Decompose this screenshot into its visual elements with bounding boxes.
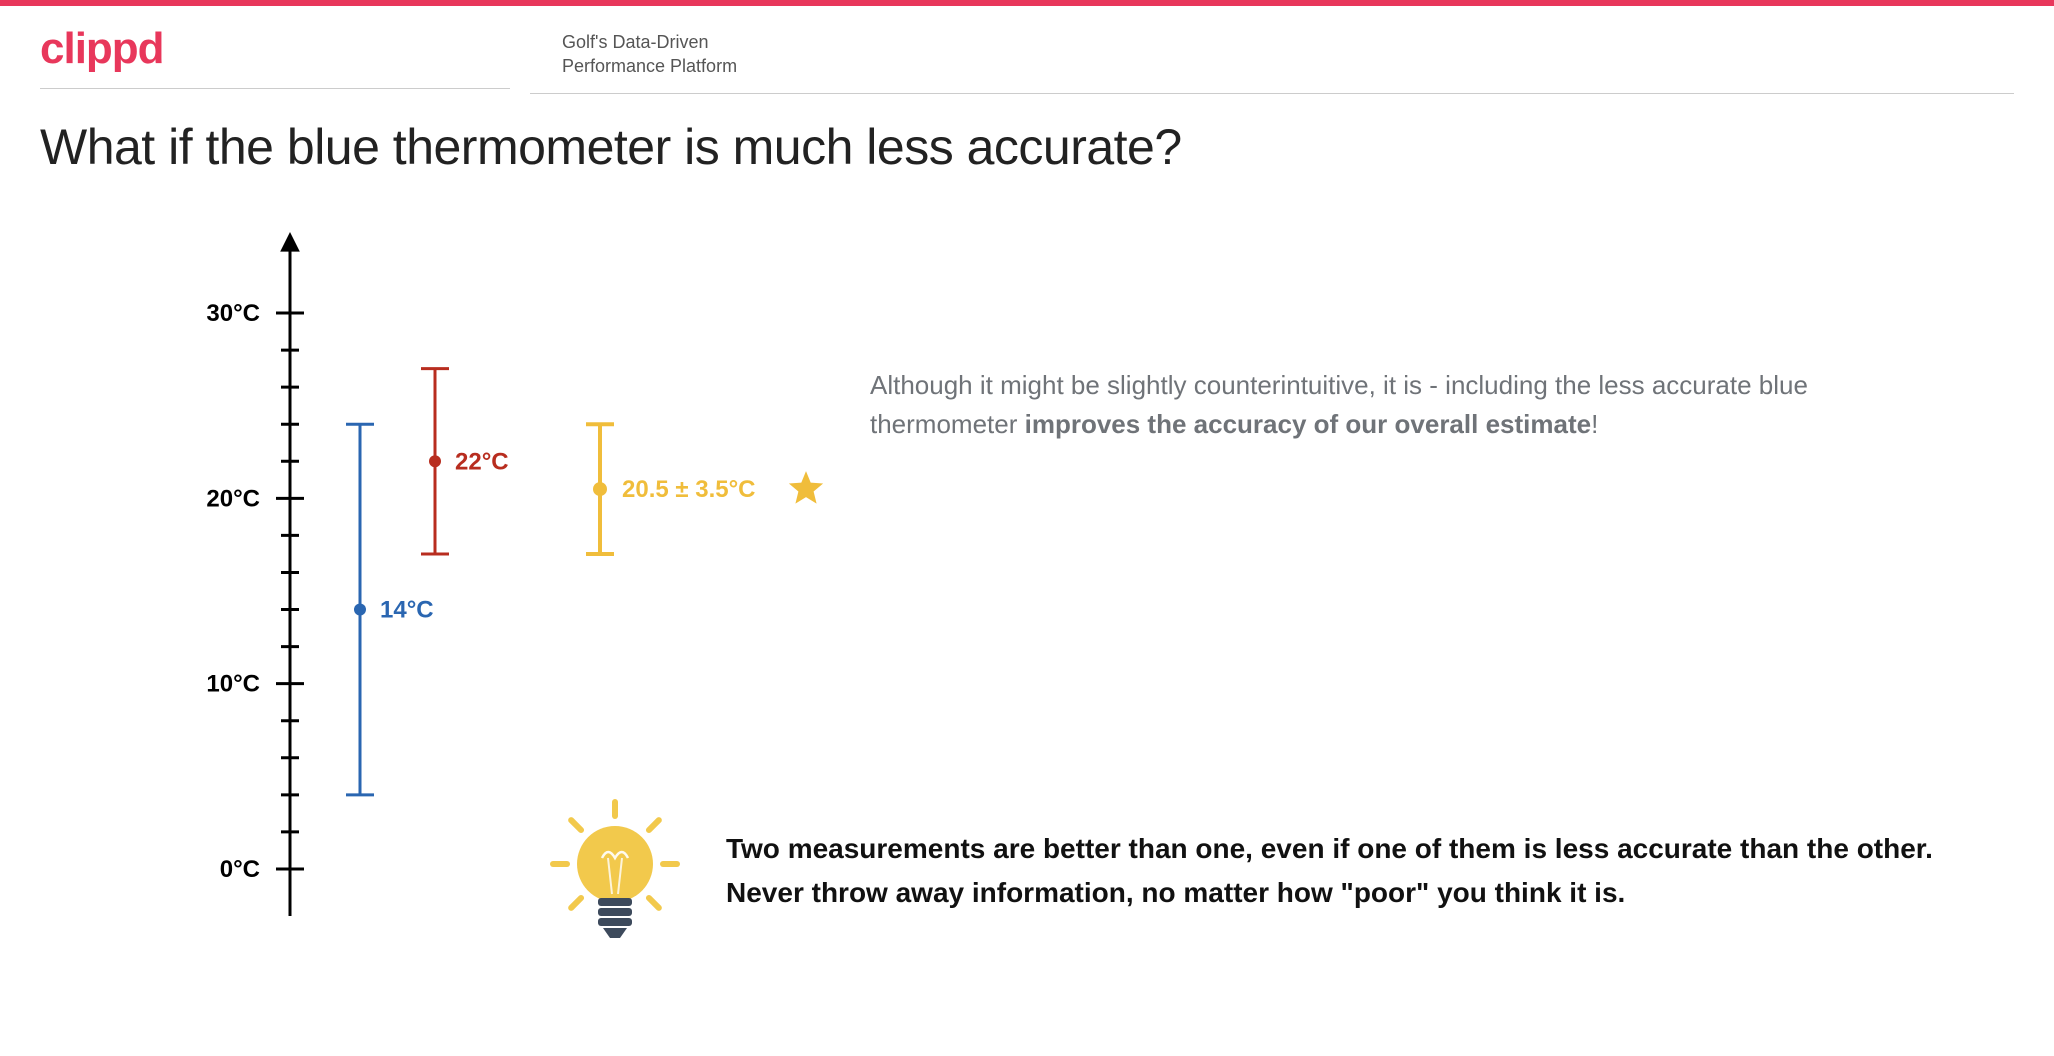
svg-text:10°C: 10°C bbox=[206, 670, 260, 697]
takeaway-text: Two measurements are better than one, ev… bbox=[726, 827, 1994, 914]
svg-text:0°C: 0°C bbox=[220, 856, 260, 883]
header: clippd Golf's Data-Driven Performance Pl… bbox=[0, 6, 2054, 94]
svg-text:22°C: 22°C bbox=[455, 448, 509, 475]
lightbulb-icon bbox=[540, 786, 690, 956]
svg-text:20°C: 20°C bbox=[206, 485, 260, 512]
explain-bold: improves the accuracy of our overall est… bbox=[1025, 409, 1591, 439]
takeaway-row: Two measurements are better than one, ev… bbox=[540, 786, 1994, 956]
svg-text:14°C: 14°C bbox=[380, 596, 434, 623]
tagline-container: Golf's Data-Driven Performance Platform bbox=[530, 24, 2014, 94]
explanation-text: Although it might be slightly counterint… bbox=[870, 366, 1954, 444]
svg-text:20.5 ± 3.5°C: 20.5 ± 3.5°C bbox=[622, 476, 756, 503]
page-title: What if the blue thermometer is much les… bbox=[0, 94, 2054, 186]
content: 0°C 10°C 20°C 30°C 14°C 22°C 20.5 ± 3.5°C Alth… bbox=[0, 186, 2054, 976]
brand-tagline: Golf's Data-Driven Performance Platform bbox=[562, 30, 2014, 79]
svg-text:30°C: 30°C bbox=[206, 300, 260, 327]
logo-container: clippd bbox=[40, 24, 510, 89]
brand-logo: clippd bbox=[40, 24, 510, 74]
explain-post: ! bbox=[1591, 409, 1598, 439]
